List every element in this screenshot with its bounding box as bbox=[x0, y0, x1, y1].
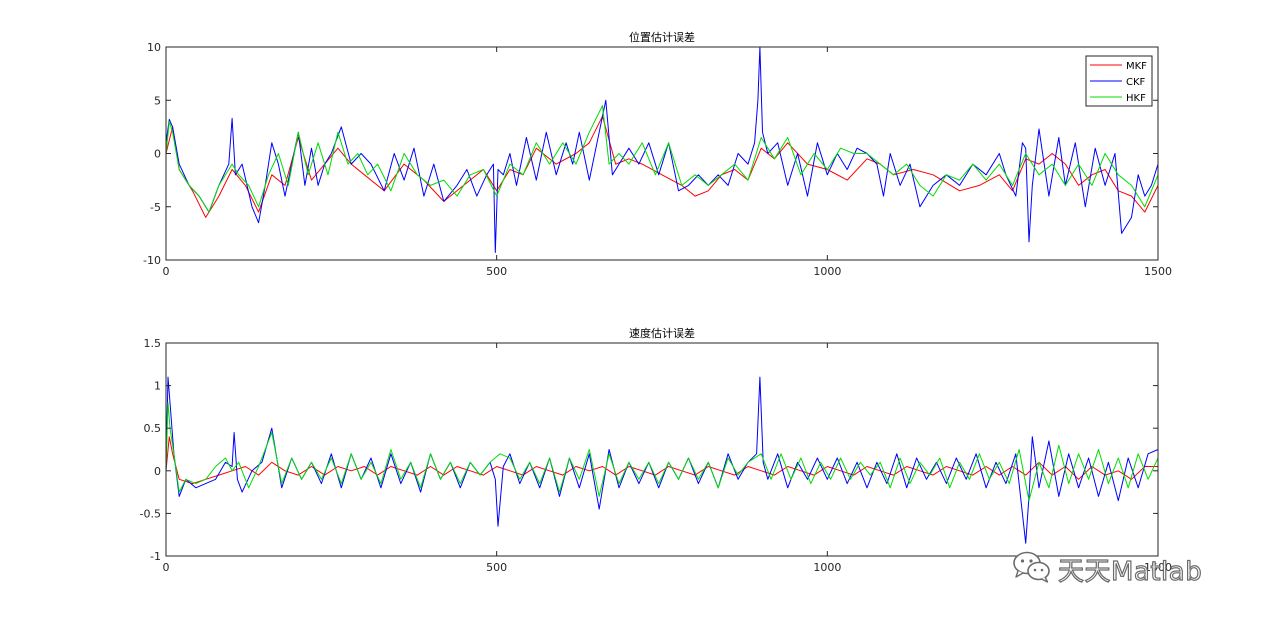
x-tick-label: 0 bbox=[163, 561, 170, 574]
series-line-ckf bbox=[165, 46, 1159, 253]
y-tick-label: -10 bbox=[143, 254, 161, 267]
x-tick-label: 0 bbox=[163, 265, 170, 278]
x-tick-label: 1500 bbox=[1144, 265, 1172, 278]
y-tick-label: 1.5 bbox=[144, 337, 162, 350]
y-tick-label: 0.5 bbox=[144, 422, 162, 435]
y-tick-label: -1 bbox=[150, 550, 161, 563]
plot-title: 位置估计误差 bbox=[629, 30, 695, 44]
series-lines bbox=[165, 376, 1159, 544]
series-line-ckf bbox=[165, 376, 1159, 544]
x-tick-label: 500 bbox=[486, 265, 507, 278]
series-line-mkf bbox=[165, 436, 1158, 485]
legend-label-hkf: HKF bbox=[1126, 93, 1146, 104]
x-tick-label: 500 bbox=[486, 561, 507, 574]
series-line-mkf bbox=[165, 115, 1159, 218]
y-tick-label: 10 bbox=[147, 41, 161, 54]
plot-title: 速度估计误差 bbox=[629, 326, 695, 340]
legend-label-ckf: CKF bbox=[1126, 77, 1146, 88]
y-tick-label: 5 bbox=[154, 94, 161, 107]
position-error-plot: 位置估计误差 0 500 1000 1500 10 5 0 -5 -10 MKF CKF HKF bbox=[143, 30, 1172, 278]
series-line-hkf bbox=[165, 402, 1159, 502]
legend: MKF CKF HKF bbox=[1085, 55, 1153, 107]
y-tick-label: 0 bbox=[154, 148, 161, 161]
series-line-hkf bbox=[165, 105, 1159, 213]
legend-label-mkf: MKF bbox=[1126, 61, 1147, 72]
x-tick-label: 1500 bbox=[1144, 561, 1172, 574]
velocity-error-plot: 速度估计误差 0 500 1000 1500 1.5 1 0.5 0 -0.5 -1 bbox=[140, 326, 1172, 574]
series-lines bbox=[165, 46, 1159, 253]
wechat-icon bbox=[1012, 549, 1052, 589]
x-tick-label: 1000 bbox=[813, 561, 841, 574]
y-tick-label: -5 bbox=[150, 201, 161, 214]
y-tick-label: -0.5 bbox=[140, 507, 161, 520]
axes-box bbox=[165, 342, 1159, 557]
x-tick-label: 1000 bbox=[813, 265, 841, 278]
watermark-text: 天天Matlab bbox=[1057, 556, 1203, 587]
y-tick-label: 0 bbox=[154, 465, 161, 478]
watermark: 天天Matlab bbox=[1012, 549, 1202, 589]
y-tick-label: 1 bbox=[154, 380, 161, 393]
